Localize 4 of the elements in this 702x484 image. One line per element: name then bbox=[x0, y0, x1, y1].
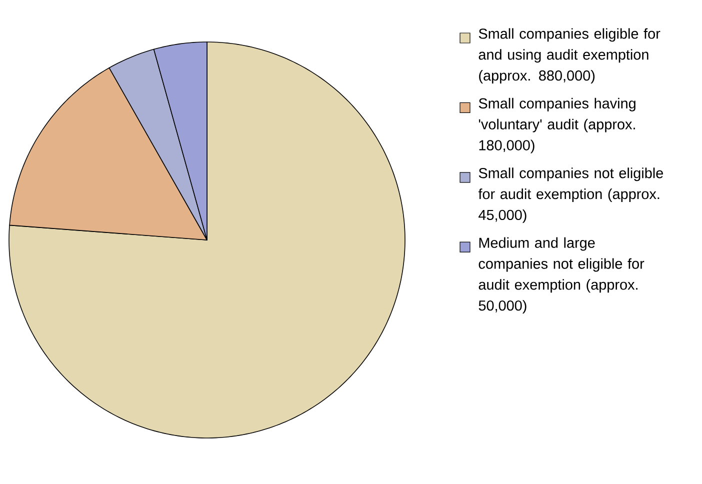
legend-label: Small companies eligible for and using audit exemption (approx. 880,000) bbox=[478, 28, 660, 84]
legend-label: Small companies having 'voluntary' audit (approx. 180,000) bbox=[478, 98, 636, 154]
legend-label: Medium and large companies not eligible for audit exemption (approx. 50,000) bbox=[478, 237, 644, 314]
legend-label: Small companies not eligible for audit exemption (approx. 45,000) bbox=[478, 168, 663, 223]
